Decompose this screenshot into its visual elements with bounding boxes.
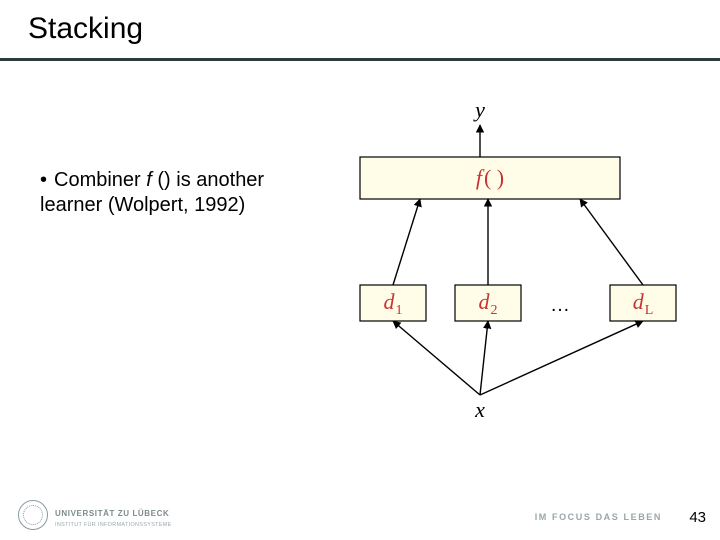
bullet-prefix: Combiner [54,169,146,191]
combiner-label: f( ) [476,165,504,190]
edge-x-to-dL [480,321,643,395]
bullet-dot: • [40,168,54,193]
edge-x-to-d1 [393,321,480,395]
edge-x-to-d2 [480,321,488,395]
footer-motto: IM FOCUS DAS LEBEN [535,512,662,522]
stacking-diagram: y f( ) d1 d2 … dL x [330,95,690,435]
footer: UNIVERSITÄT ZU LÜBECK INSTITUT FÜR INFOR… [0,492,720,540]
edge-d1-to-combiner [393,199,420,285]
slide-title: Stacking [28,12,143,46]
bullet-text: •Combiner f () is another learner (Wolpe… [40,168,320,218]
edge-dL-to-combiner [580,199,643,285]
page-number: 43 [689,509,706,526]
university-name: UNIVERSITÄT ZU LÜBECK [55,509,169,518]
learner-ellipsis: … [550,294,570,316]
output-label: y [473,97,485,122]
title-underline [0,58,720,61]
university-seal-icon [18,500,48,530]
input-label: x [474,397,485,422]
university-institute: INSTITUT FÜR INFORMATIONSSYSTEME [55,522,172,528]
